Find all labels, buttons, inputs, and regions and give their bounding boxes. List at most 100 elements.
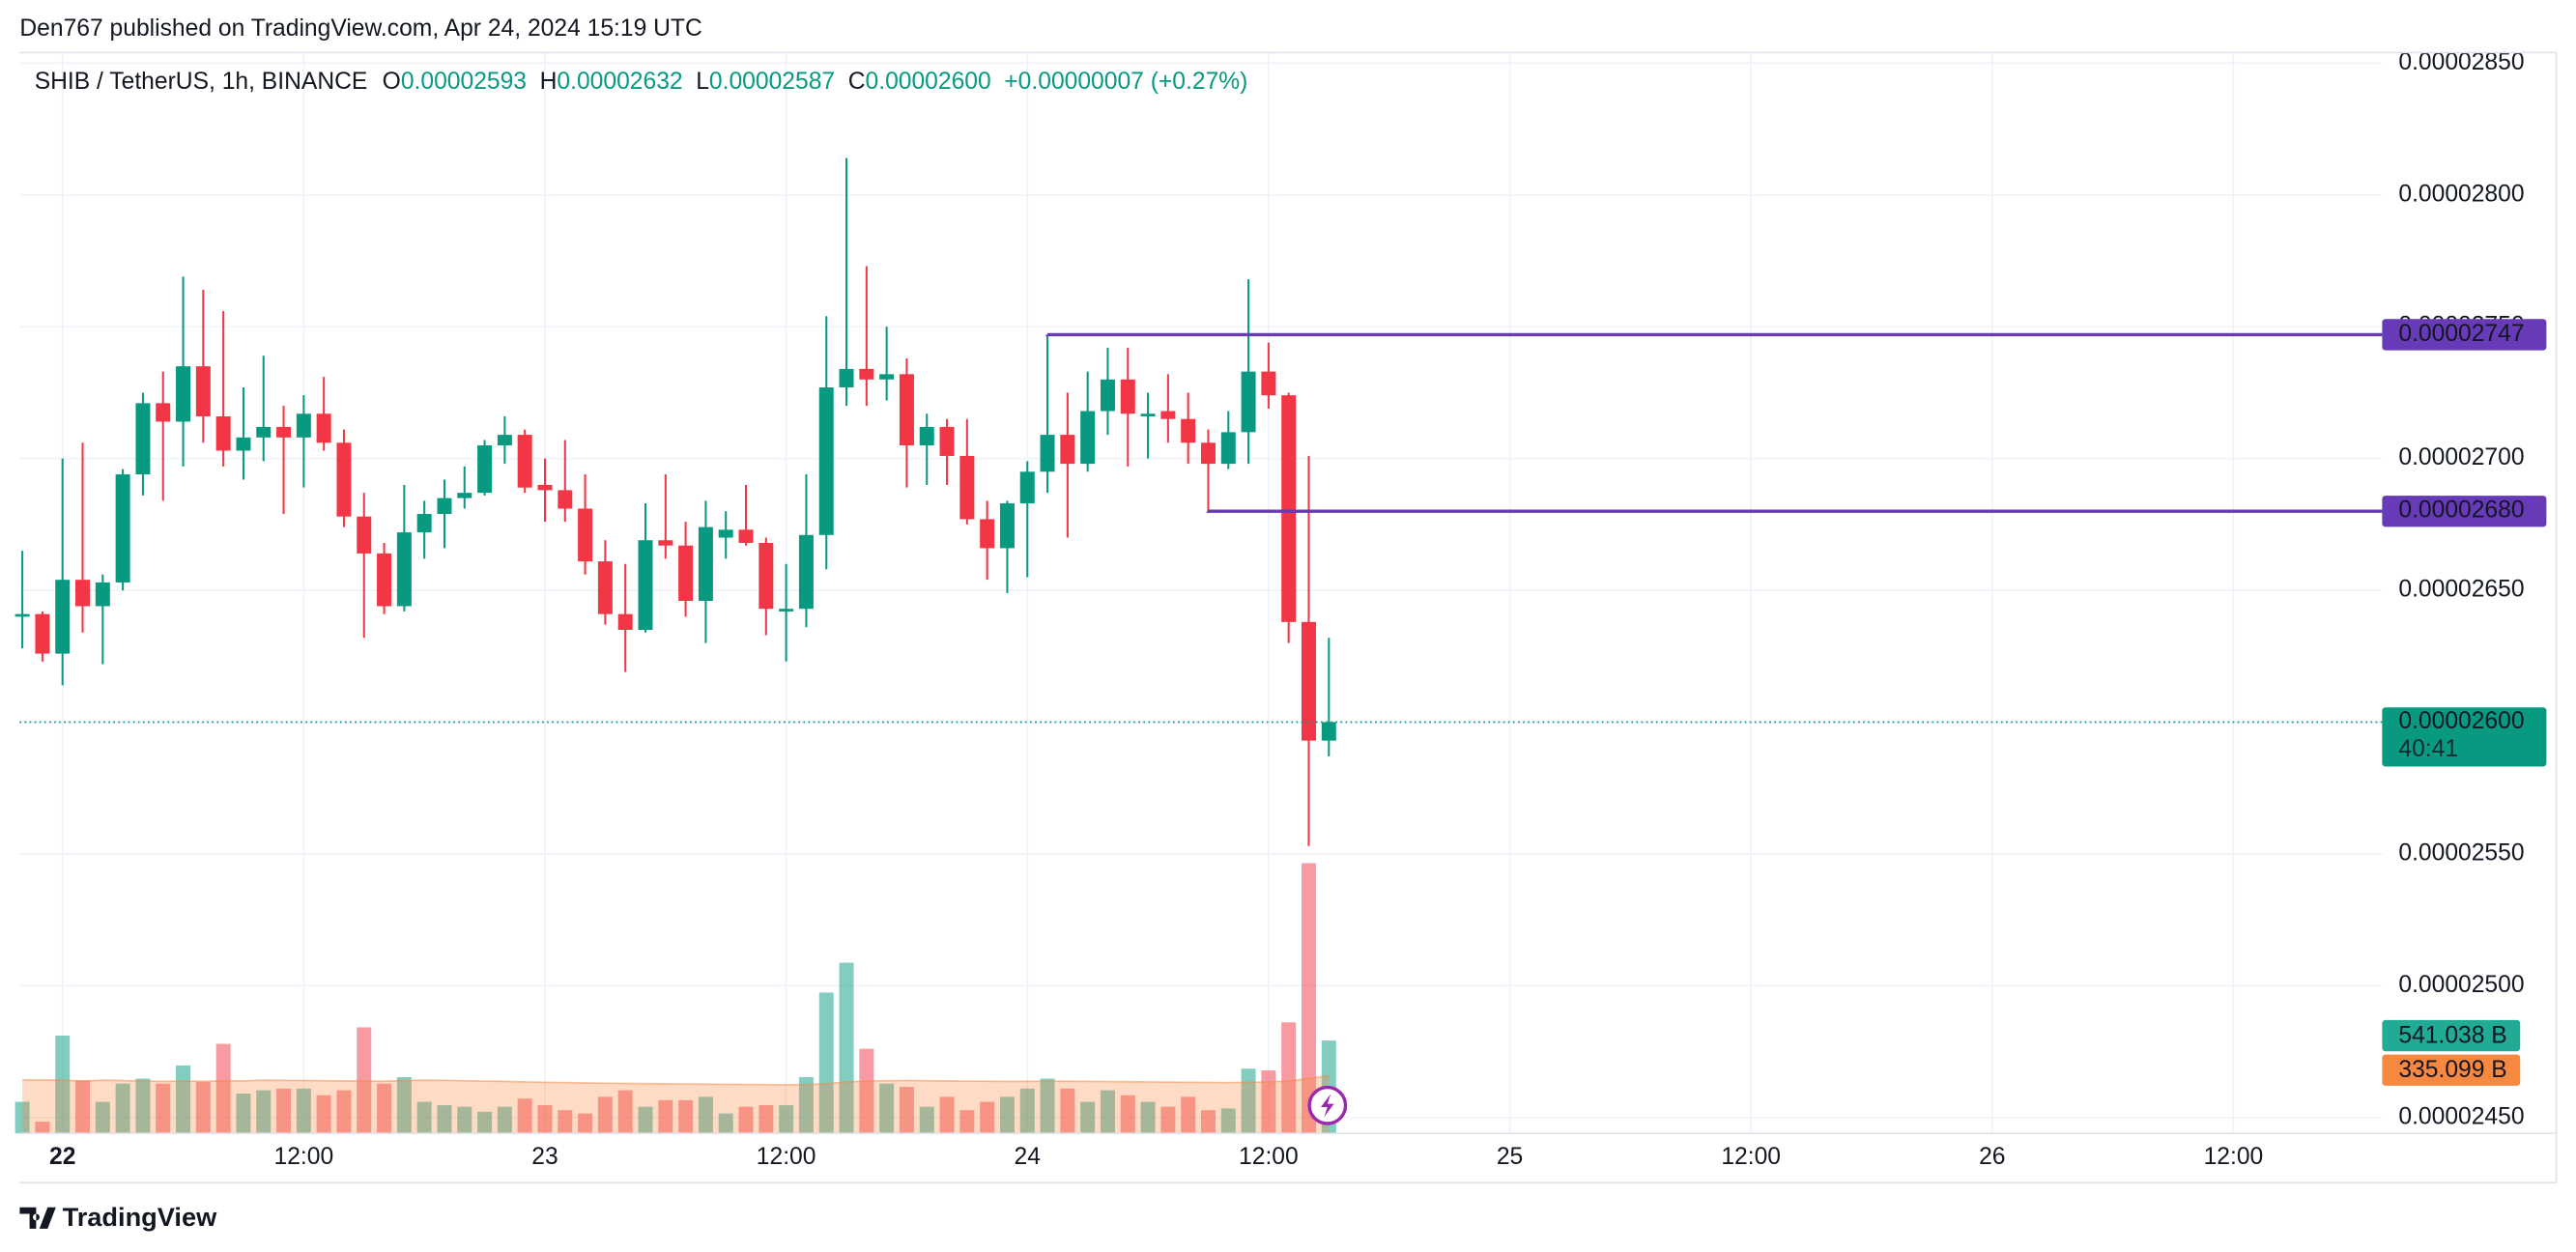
candle-body — [115, 474, 130, 583]
candle-body — [1321, 722, 1336, 741]
volume-bar — [537, 1105, 553, 1134]
volume-bar — [879, 1083, 895, 1134]
volume-bar — [758, 1105, 774, 1134]
volume-bar — [798, 1076, 814, 1134]
x-tick-label: 22 — [49, 1144, 75, 1170]
legend-key: O — [383, 69, 401, 95]
volume-ma-label: 335.099 B — [2398, 1057, 2506, 1083]
legend: SHIB / TetherUS, 1h, BINANCE O0.00002593 H… — [35, 69, 1248, 95]
candle-body — [1040, 435, 1055, 472]
candle-body — [316, 413, 331, 443]
volume-bar — [35, 1122, 50, 1134]
candle-body — [55, 580, 71, 654]
candle-body — [1019, 471, 1035, 504]
volume-bar — [899, 1087, 914, 1134]
y-tick-label: 0.00002450 — [2398, 1103, 2524, 1129]
volume-bar — [276, 1088, 292, 1134]
candle-body — [698, 526, 713, 602]
last-price-label: 0.00002600 — [2398, 708, 2524, 734]
volume-bar — [698, 1096, 713, 1134]
volume-bar — [939, 1096, 955, 1134]
level-label-box — [2382, 319, 2547, 351]
candle-body — [336, 442, 352, 517]
volume-bar — [859, 1048, 874, 1134]
volume-bar — [597, 1096, 613, 1134]
x-tick-label: 25 — [1497, 1144, 1523, 1170]
volume-pane — [14, 863, 1336, 1134]
candle-body — [437, 498, 452, 514]
candles — [14, 157, 1336, 846]
candle-body — [1241, 371, 1256, 433]
volume-bar — [135, 1078, 151, 1134]
x-tick-label: 12:00 — [274, 1144, 334, 1170]
volume-bar — [558, 1110, 573, 1134]
candle-body — [939, 426, 955, 456]
volume-bar — [999, 1096, 1015, 1134]
candle-body — [798, 534, 814, 610]
candle-body — [396, 532, 412, 607]
legend-key: L — [696, 69, 709, 95]
candle-body — [859, 368, 874, 380]
candle-body — [758, 542, 774, 610]
candle-body — [1060, 435, 1075, 465]
volume-bar — [336, 1090, 352, 1134]
candle-body — [457, 493, 472, 498]
volume-bar — [638, 1106, 653, 1134]
volume-bar — [1200, 1110, 1216, 1134]
candle-body — [236, 437, 251, 451]
publisher: Den767 published on TradingView.com, Apr… — [19, 15, 701, 42]
candle-body — [1261, 371, 1276, 396]
volume-bar — [477, 1111, 493, 1134]
volume-ma-label-box — [2382, 1054, 2521, 1086]
y-tick-label: 0.00002500 — [2398, 972, 2524, 998]
alert-icon — [1307, 1085, 1348, 1125]
volume-bar — [115, 1083, 130, 1134]
volume-ma-line — [22, 1074, 1330, 1086]
volume-bar — [839, 962, 854, 1134]
volume-bar — [1100, 1090, 1115, 1134]
candle-body — [919, 426, 934, 446]
volume-bar — [1261, 1070, 1276, 1134]
y-tick-label: 0.00002850 — [2398, 49, 2524, 75]
candle-body — [296, 413, 311, 438]
volume-bar — [1080, 1101, 1096, 1134]
candle-body — [899, 374, 914, 446]
candle-body — [176, 366, 191, 422]
candle-body — [718, 529, 733, 538]
candle-body — [578, 508, 593, 562]
candle-body — [156, 403, 171, 422]
candle-body — [1181, 418, 1196, 443]
legend-value: 0.00002632 — [557, 69, 682, 95]
volume-bar — [658, 1099, 673, 1134]
candle-body — [1302, 621, 1316, 741]
volume-bar — [236, 1094, 251, 1134]
last-price-box — [2382, 707, 2547, 767]
footer-brand: TradingView — [63, 1202, 217, 1232]
legend-title: SHIB / TetherUS, 1h, BINANCE — [35, 69, 368, 95]
volume-bar — [678, 1099, 694, 1134]
candle-body — [276, 426, 292, 438]
volume-bar — [256, 1090, 272, 1134]
candle-body — [1281, 395, 1297, 622]
volume-bar — [75, 1080, 91, 1134]
volume-bar — [14, 1101, 30, 1134]
y-tick-label: 0.00002700 — [2398, 444, 2524, 470]
volume-bar — [296, 1088, 311, 1134]
candle-body — [256, 426, 272, 438]
candle-body — [416, 513, 432, 533]
x-tick-label: 12:00 — [1721, 1144, 1781, 1170]
volume-bar — [377, 1083, 392, 1134]
candle-body — [357, 516, 372, 554]
candle-body — [1100, 379, 1115, 412]
candle-body — [215, 416, 231, 451]
x-tick-label: 23 — [531, 1144, 558, 1170]
candle-body — [477, 445, 493, 494]
candle-body — [1160, 411, 1176, 419]
candle-body — [517, 435, 532, 488]
candle-body — [1140, 413, 1156, 417]
volume-ma-area — [22, 1075, 1330, 1134]
volume-bar — [517, 1098, 532, 1134]
